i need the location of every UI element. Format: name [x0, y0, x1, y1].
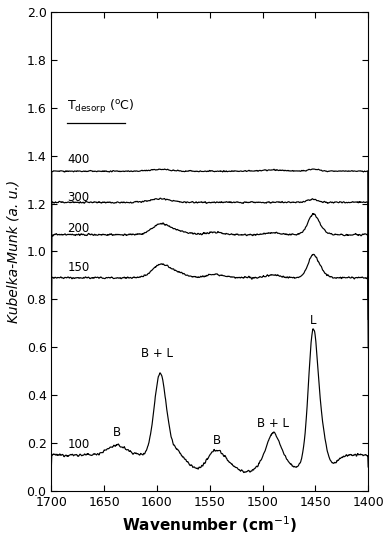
Text: T$_{\mathregular{desorp}}$ ($^{\mathregular{o}}$C): T$_{\mathregular{desorp}}$ ($^{\mathregu… [67, 98, 135, 116]
Text: 100: 100 [67, 438, 90, 451]
Text: 150: 150 [67, 261, 90, 274]
Text: B: B [113, 427, 121, 440]
X-axis label: Wavenumber (cm$^{-1}$): Wavenumber (cm$^{-1}$) [122, 514, 297, 535]
Text: 400: 400 [67, 153, 90, 166]
Y-axis label: Kubelka-Munk (a. u.): Kubelka-Munk (a. u.) [7, 180, 21, 323]
Text: B + L: B + L [141, 347, 173, 360]
Text: 300: 300 [67, 191, 89, 204]
Text: B + L: B + L [257, 417, 289, 430]
Text: B: B [213, 434, 221, 447]
Text: L: L [310, 314, 317, 327]
Text: 200: 200 [67, 222, 90, 235]
